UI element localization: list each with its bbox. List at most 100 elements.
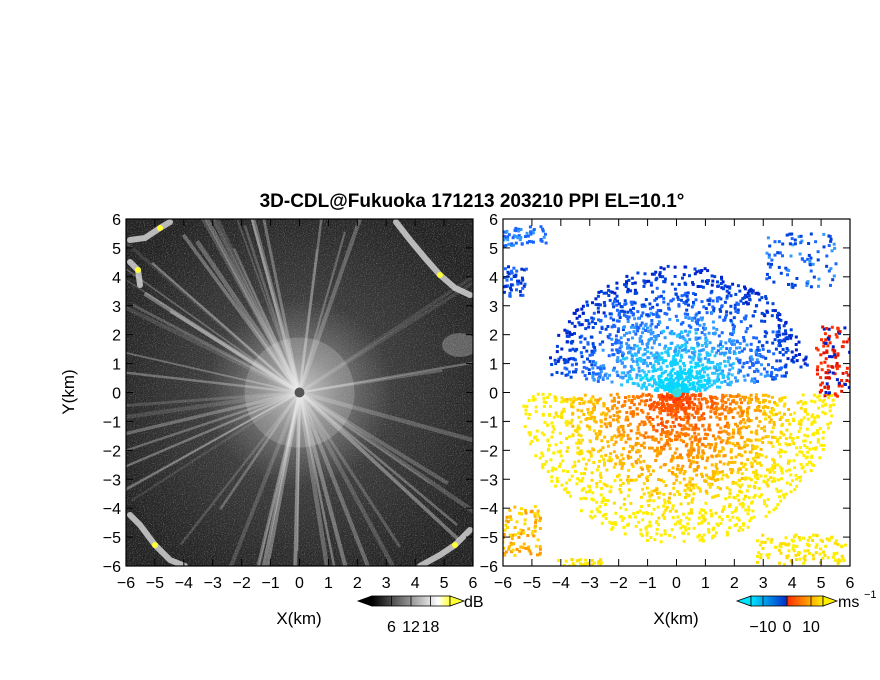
velocity-pixel [615, 319, 619, 323]
velocity-pixel [780, 424, 784, 427]
velocity-pixel [568, 348, 572, 352]
velocity-pixel [802, 561, 806, 565]
velocity-pixel [558, 449, 562, 453]
velocity-pixel [782, 404, 786, 408]
velocity-pixel [734, 292, 738, 296]
velocity-pixel [823, 332, 827, 336]
velocity-pixel [600, 487, 604, 490]
velocity-pixel [709, 509, 713, 512]
velocity-pixel [616, 351, 620, 354]
velocity-pixel [602, 364, 606, 368]
velocity-pixel [617, 313, 621, 317]
velocity-pixel [614, 462, 618, 466]
velocity-pixel [765, 340, 769, 344]
velocity-pixel [687, 370, 690, 374]
velocity-pixel [697, 387, 700, 391]
velocity-pixel [831, 371, 835, 375]
velocity-pixel [715, 402, 719, 406]
velocity-pixel [610, 522, 614, 526]
velocity-pixel [628, 374, 632, 377]
velocity-pixel [655, 303, 659, 307]
velocity-pixel [619, 305, 623, 308]
velocity-pixel [744, 314, 748, 318]
velocity-pixel [582, 365, 586, 369]
velocity-pixel [599, 420, 603, 424]
velocity-pixel [777, 330, 781, 334]
velocity-pixel [668, 432, 672, 436]
velocity-pixel [793, 242, 797, 246]
velocity-pixel [771, 426, 775, 430]
velocity-pixel [626, 418, 630, 422]
velocity-pixel [737, 453, 741, 457]
velocity-pixel [766, 484, 770, 488]
velocity-pixel [784, 329, 787, 333]
velocity-pixel [615, 303, 619, 307]
velocity-pixel [657, 295, 661, 299]
velocity-pixel [676, 333, 680, 337]
velocity-pixel [583, 337, 587, 341]
velocity-pixel [679, 502, 683, 506]
velocity-pixel [670, 415, 674, 419]
velocity-pixel [610, 380, 614, 384]
velocity-pixel [739, 397, 742, 401]
reflectivity-colorbar-unit: dB [464, 594, 484, 611]
velocity-pixel [590, 353, 594, 357]
velocity-pixel [780, 431, 784, 435]
velocity-pixel [538, 519, 542, 523]
velocity-pixel [756, 360, 760, 364]
velocity-pixel [703, 437, 707, 440]
velocity-pixel [624, 374, 628, 378]
velocity-pixel [825, 254, 829, 258]
velocity-pixel [589, 452, 593, 456]
velocity-pixel [674, 376, 678, 380]
velocity-pixel [589, 335, 593, 339]
velocity-pixel [721, 447, 725, 451]
velocity-pixel [773, 436, 777, 439]
velocity-pixel [519, 293, 523, 297]
velocity-pixel [748, 399, 752, 403]
velocity-pixel [606, 459, 610, 463]
velocity-pixel [626, 380, 629, 384]
velocity-pixel [648, 416, 652, 419]
velocity-pixel [600, 439, 604, 443]
velocity-pixel [795, 544, 799, 548]
velocity-pixel [715, 415, 719, 419]
velocity-pixel [833, 558, 837, 562]
velocity-pixel [824, 371, 828, 375]
velocity-pixel [721, 473, 725, 477]
velocity-pixel [597, 465, 601, 468]
velocity-pixel [788, 459, 792, 463]
velocity-pixel [832, 403, 836, 407]
velocity-pixel [847, 386, 850, 389]
velocity-pixel [579, 351, 583, 355]
reflectivity-ray [126, 240, 301, 394]
velocity-pixel [704, 444, 708, 448]
velocity-pixel [710, 311, 714, 314]
velocity-pixel [699, 316, 703, 320]
velocity-pixel [794, 343, 798, 346]
reflectivity-ray [297, 391, 348, 566]
velocity-pixel [664, 350, 668, 354]
velocity-pixel [625, 416, 629, 420]
velocity-pixel [836, 543, 840, 547]
velocity-pixel [687, 532, 690, 536]
velocity-pixel [692, 300, 695, 304]
velocity-pixel [565, 360, 569, 364]
velocity-pixel [586, 342, 590, 346]
velocity-pixel [790, 282, 794, 286]
velocity-pixel [588, 359, 592, 363]
velocity-pixel [664, 484, 668, 488]
velocity-pixel [823, 553, 827, 557]
velocity-pixel [845, 366, 849, 370]
velocity-pixel [834, 262, 838, 266]
velocity-pixel [578, 314, 582, 318]
velocity-pixel [761, 393, 765, 397]
velocity-pixel [737, 446, 741, 450]
velocity-pixel [640, 467, 644, 471]
velocity-pixel [823, 385, 827, 389]
velocity-pixel [741, 503, 745, 507]
velocity-pixel [602, 311, 606, 315]
velocity-pixel [560, 371, 564, 375]
reflectivity-ray [293, 392, 302, 566]
reflectivity-y-tick-label: 3 [112, 299, 121, 316]
